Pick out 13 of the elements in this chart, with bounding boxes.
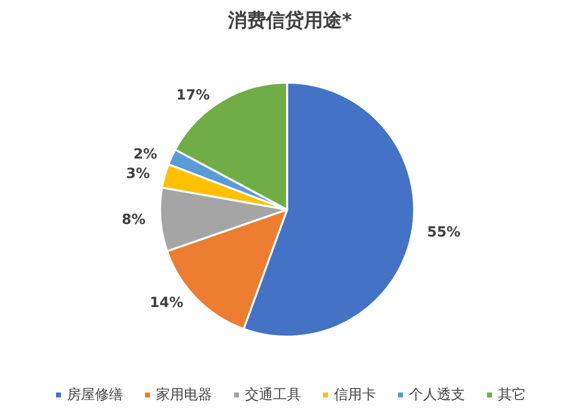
data-label: 2%	[133, 146, 158, 162]
data-label: 17%	[176, 88, 210, 104]
chart-title: 消费信贷用途*	[227, 10, 352, 32]
legend-label: 交通工具	[245, 387, 301, 403]
data-label: 8%	[122, 212, 146, 228]
legend-label: 个人透支	[409, 387, 465, 403]
legend-label: 信用卡	[334, 387, 376, 403]
data-label: 3%	[126, 166, 150, 182]
data-label: 14%	[150, 294, 184, 311]
legend-label: 房屋修缮	[67, 387, 123, 403]
legend-label: 家用电器	[156, 387, 212, 403]
data-label: 55%	[427, 224, 461, 241]
legend-label: 其它	[498, 387, 526, 403]
